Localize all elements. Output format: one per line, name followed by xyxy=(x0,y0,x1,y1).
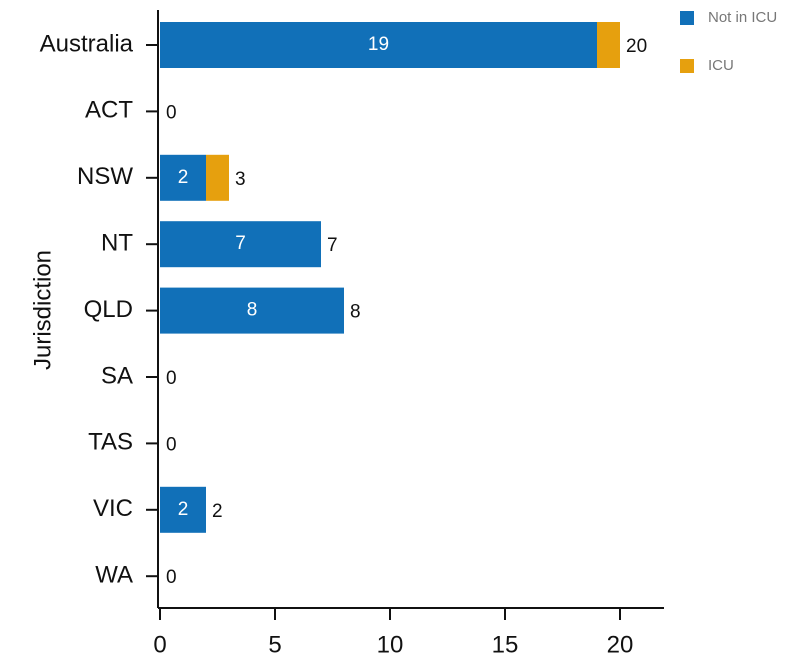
total-label: 0 xyxy=(166,368,177,389)
legend-label: Not in ICU xyxy=(708,9,777,26)
total-label: 0 xyxy=(166,102,177,123)
x-tick-label: 20 xyxy=(607,631,634,658)
y-tick-label: NT xyxy=(101,230,133,257)
legend-swatch xyxy=(680,11,694,25)
y-tick-label: VIC xyxy=(93,495,133,522)
legend-label: ICU xyxy=(708,57,734,74)
segment-label: 2 xyxy=(178,167,189,188)
x-tick-label: 10 xyxy=(377,631,404,658)
segment-label: 2 xyxy=(178,499,189,520)
y-tick-label: NSW xyxy=(77,163,133,190)
segment-label: 7 xyxy=(235,233,246,254)
total-label: 3 xyxy=(235,169,246,190)
y-tick-label: SA xyxy=(101,362,133,389)
x-tick-label: 0 xyxy=(153,631,166,658)
y-tick-label: WA xyxy=(95,562,133,589)
y-tick-label: QLD xyxy=(84,296,133,323)
segment-label: 19 xyxy=(368,34,389,55)
total-label: 20 xyxy=(626,36,647,57)
y-axis-title: Jurisdiction xyxy=(29,250,56,370)
bar-segment xyxy=(597,22,620,68)
legend-swatch xyxy=(680,59,694,73)
bar-segment xyxy=(160,154,206,201)
x-tick-label: 15 xyxy=(492,631,519,658)
total-label: 0 xyxy=(166,434,177,455)
bar-segment xyxy=(160,486,206,533)
total-label: 7 xyxy=(327,235,338,256)
total-label: 8 xyxy=(350,302,361,323)
bar-segment xyxy=(160,287,344,334)
bar-segment xyxy=(206,154,229,201)
y-tick-label: Australia xyxy=(40,30,134,57)
y-tick-label: TAS xyxy=(88,429,133,456)
y-tick-label: ACT xyxy=(85,97,133,124)
x-tick-label: 5 xyxy=(268,631,281,658)
bar-segment xyxy=(160,221,321,268)
total-label: 0 xyxy=(166,567,177,588)
bar-segment xyxy=(160,22,597,68)
segment-label: 8 xyxy=(247,300,258,321)
total-label: 2 xyxy=(212,501,223,522)
